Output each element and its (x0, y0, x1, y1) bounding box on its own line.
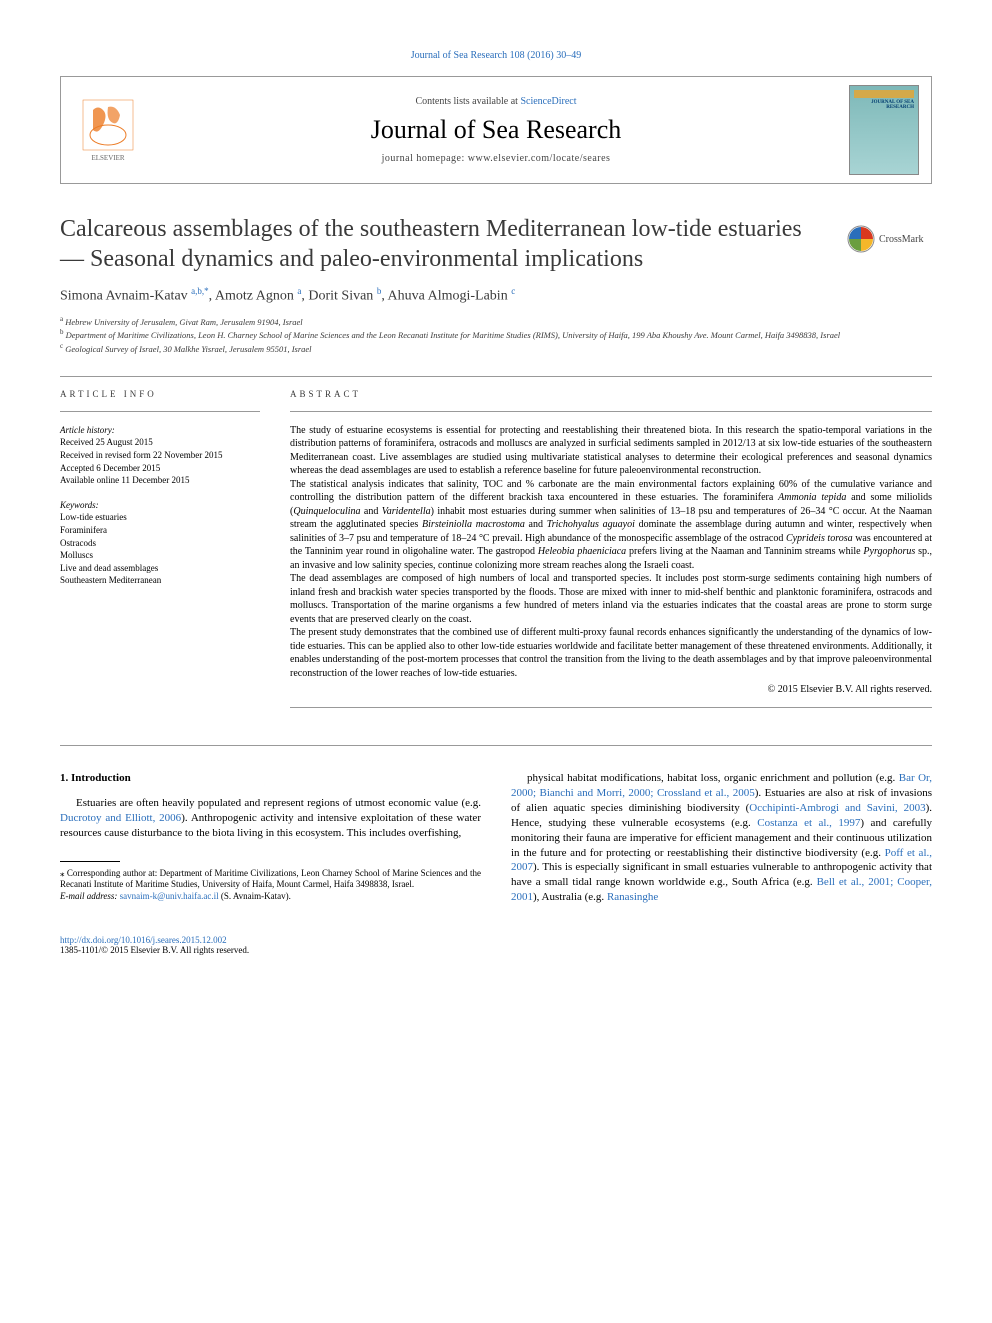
corresponding-footnote: ⁎ Corresponding author at: Department of… (60, 868, 481, 891)
corr-star[interactable]: * (204, 286, 209, 296)
elsevier-logo[interactable]: ELSEVIER (73, 90, 143, 170)
affiliation-line: a Hebrew University of Jerusalem, Givat … (60, 315, 932, 329)
journal-homepage: journal homepage: www.elsevier.com/locat… (143, 153, 849, 164)
abstract-paragraph: The dead assemblages are composed of hig… (290, 572, 932, 626)
author-name: Simona Avnaim-Katav (60, 289, 188, 304)
author-name: Ahuva Almogi-Labin (388, 289, 508, 304)
history-line: Received 25 August 2015 (60, 436, 260, 449)
crossmark-label: CrossMark (879, 234, 923, 245)
page-footer: http://dx.doi.org/10.1016/j.seares.2015.… (60, 935, 932, 955)
body-column-left: 1. Introduction Estuaries are often heav… (60, 771, 481, 905)
email-link[interactable]: savnaim-k@univ.haifa.ac.il (120, 891, 219, 901)
svg-text:ELSEVIER: ELSEVIER (91, 154, 124, 162)
divider (60, 376, 932, 377)
history-label: Article history: (60, 424, 260, 437)
author-name: Dorit Sivan (308, 289, 373, 304)
affiliation-line: c Geological Survey of Israel, 30 Malkhe… (60, 342, 932, 356)
citation-link[interactable]: Bell et al., 2001; Cooper, 2001 (511, 876, 932, 903)
abstract-column: ABSTRACT The study of estuarine ecosyste… (290, 389, 932, 721)
citation-link[interactable]: Occhipinti-Ambrogi and Savini, 2003 (749, 802, 925, 814)
citation-link[interactable]: Costanza et al., 1997 (757, 817, 860, 829)
history-line: Received in revised form 22 November 201… (60, 449, 260, 462)
journal-name: Journal of Sea Research (143, 115, 849, 145)
article-info-heading: ARTICLE INFO (60, 389, 260, 399)
body-column-right: physical habitat modifications, habitat … (511, 771, 932, 905)
abstract-paragraph: The present study demonstrates that the … (290, 626, 932, 680)
article-title: Calcareous assemblages of the southeaste… (60, 214, 827, 274)
doi-link[interactable]: http://dx.doi.org/10.1016/j.seares.2015.… (60, 935, 227, 945)
citation-link[interactable]: Poff et al., 2007 (511, 847, 932, 874)
abstract-copyright: © 2015 Elsevier B.V. All rights reserved… (290, 684, 932, 695)
abstract-paragraph: The statistical analysis indicates that … (290, 478, 932, 573)
journal-citation[interactable]: Journal of Sea Research 108 (2016) 30–49 (60, 50, 932, 61)
history-line: Accepted 6 December 2015 (60, 462, 260, 475)
history-line: Available online 11 December 2015 (60, 474, 260, 487)
crossmark-badge[interactable]: CrossMark (847, 219, 932, 259)
affiliation-line: b Department of Maritime Civilizations, … (60, 328, 932, 342)
keywords-label: Keywords: (60, 499, 260, 512)
affiliations: a Hebrew University of Jerusalem, Givat … (60, 315, 932, 356)
author-name: Amotz Agnon (215, 289, 294, 304)
section-heading: 1. Introduction (60, 771, 481, 786)
citation-link[interactable]: Ranasinghe (607, 891, 658, 903)
keyword: Ostracods (60, 537, 260, 550)
abstract-paragraph: The study of estuarine ecosystems is ess… (290, 424, 932, 478)
author-list: Simona Avnaim-Katav a,b,*, Amotz Agnon a… (60, 286, 932, 305)
citation-link[interactable]: Ducrotoy and Elliott, 2006 (60, 812, 181, 824)
keyword: Molluscs (60, 549, 260, 562)
journal-header: ELSEVIER Contents lists available at Sci… (60, 76, 932, 184)
sciencedirect-link[interactable]: ScienceDirect (520, 96, 576, 107)
keyword: Low-tide estuaries (60, 511, 260, 524)
keyword: Southeastern Mediterranean (60, 574, 260, 587)
citation-link[interactable]: Bar Or, 2000; Bianchi and Morri, 2000; C… (511, 772, 932, 799)
email-footnote: E-mail address: savnaim-k@univ.haifa.ac.… (60, 891, 481, 903)
article-info-sidebar: ARTICLE INFO Article history: Received 2… (60, 389, 260, 721)
keyword: Foraminifera (60, 524, 260, 537)
keyword: Live and dead assemblages (60, 562, 260, 575)
contents-available: Contents lists available at ScienceDirec… (143, 96, 849, 107)
journal-cover-thumb[interactable]: JOURNAL OF SEA RESEARCH (849, 85, 919, 175)
issn-copyright: 1385-1101/© 2015 Elsevier B.V. All right… (60, 945, 249, 955)
abstract-heading: ABSTRACT (290, 389, 932, 399)
footnote-divider (60, 861, 120, 862)
